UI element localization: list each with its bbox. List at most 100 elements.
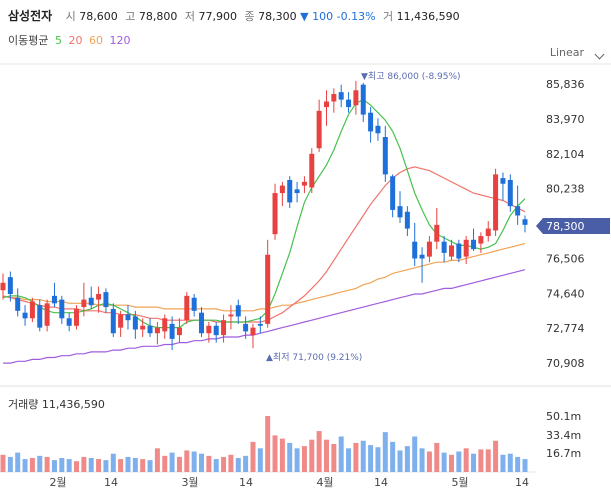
candle [15,288,21,317]
candle [81,282,87,317]
volume-bar [96,459,102,472]
candle-body [368,112,374,132]
volume-bar [441,452,447,472]
ma-line-20 [2,166,526,323]
x-tick-label: 14 [374,476,388,489]
volume-bar [59,458,65,472]
candle [272,183,278,240]
volume-tick-label: 50.1m [546,410,581,423]
volume-bar [118,459,124,472]
candle [88,286,94,309]
volume-bar [74,461,80,472]
price-tick-label: 72,774 [546,322,585,335]
volume-bar [397,450,403,472]
ma-line-5 [2,98,526,329]
volume-bar [0,454,6,472]
candle [132,310,138,339]
candle-body [147,325,153,334]
candle [448,239,454,261]
candle [515,185,521,225]
candle-body [375,125,381,134]
candle [522,215,528,233]
candle-body [154,327,160,334]
candle-body [221,320,227,336]
open-label: 시 [65,10,76,23]
x-tick-label: 14 [104,476,118,489]
candle [44,299,50,332]
volume-bar [309,439,315,472]
candle-body [257,323,263,326]
volume-bar [176,456,182,472]
price-tick-label: 85,836 [546,78,585,91]
candle [110,303,116,337]
ma-line-120 [3,269,526,364]
volume-bar [147,460,153,472]
candle [221,314,227,343]
candle-body [441,241,447,253]
candle-body [426,241,432,257]
candle [176,318,182,343]
volume-bar [478,449,484,472]
price-tick-label: 70,908 [546,357,585,370]
candle [360,82,366,123]
volume-bar [29,458,35,472]
volume-bar [81,456,87,472]
candle [59,295,65,324]
volume-bar [471,453,477,472]
candle-body [382,137,388,175]
volume-bar [199,453,205,472]
ma-legend-60: 60 [88,34,103,47]
ma-legend-20: 20 [68,34,83,47]
candle-body [250,327,256,336]
candle [485,221,491,242]
candle-body [419,254,425,259]
candle-body [309,153,315,188]
candle-body [235,305,241,317]
volume-bar [162,455,168,472]
candle [118,310,124,337]
candle [74,305,80,330]
candle [125,305,131,330]
volume-value: 11,436,590 [396,10,460,23]
volume-bar [221,456,227,472]
candle [22,305,28,326]
candle-body [44,303,50,326]
volume-bar [301,446,307,472]
candle [419,247,425,283]
volume-bar [375,447,381,472]
candle [0,273,6,300]
candle-body [404,211,410,229]
x-tick-label: 14 [239,476,253,489]
candle [346,92,352,113]
candle [456,239,462,263]
candle-body [412,241,418,259]
volume-bar [316,431,322,472]
scale-selector[interactable]: Linear [549,46,584,59]
volume-bar [382,432,388,472]
candle-body [279,185,285,194]
volume-bar [191,451,197,472]
volume-bar [346,448,352,472]
volume-bar [485,449,491,472]
high-annotation: ▼최고 86,000 (-8.95%) [361,71,461,82]
candle-body [103,292,109,308]
volume-bar [213,459,219,472]
candle [434,208,440,250]
candle-body [37,305,43,328]
x-tick-label: 4월 [316,476,333,489]
volume-bar [390,441,396,472]
candle-body [397,206,403,218]
candle-body [471,239,477,250]
candle-body [493,174,499,231]
candle-body [478,236,484,244]
candle-body [456,243,462,259]
candle-body [140,325,146,330]
candle [184,292,190,324]
ma-legend[interactable]: 이동평균 5 20 60 120 [8,32,133,48]
candle [213,322,219,343]
volume-bar [140,459,146,472]
volume-bar [463,448,469,472]
volume-bar [44,456,50,472]
volume-bar [368,445,374,472]
